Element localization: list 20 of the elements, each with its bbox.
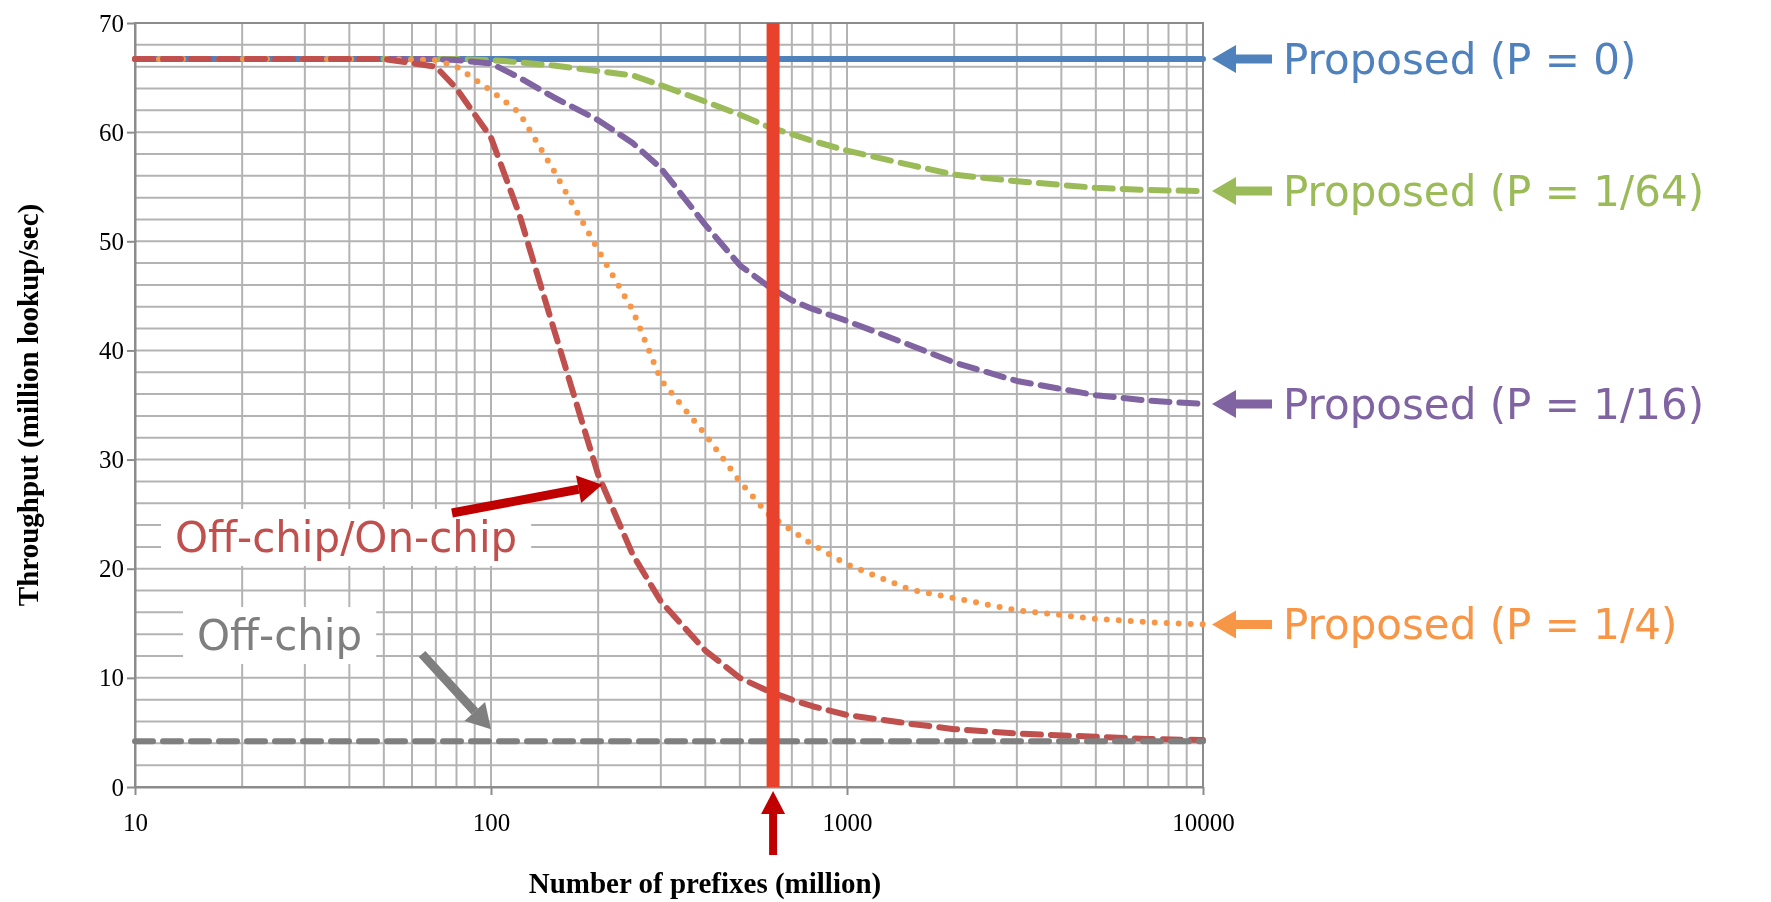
series-label: Off-chip (197, 611, 363, 660)
legend-label: Proposed (P = 1/64) (1283, 166, 1705, 216)
text: Off-chip/On-chip (175, 513, 518, 562)
legend-label: Proposed (P = 0) (1283, 34, 1637, 84)
y-tick-label: 30 (99, 446, 124, 474)
y-tick-label: 50 (99, 227, 124, 255)
y-axis-title: Throughput (million lookup/sec) (12, 203, 45, 607)
legend-label: Proposed (P = 1/4) (1283, 600, 1678, 650)
legend-label: Proposed (P = 1/16) (1283, 379, 1705, 429)
y-tick-label: 70 (99, 9, 124, 37)
y-tick-label: 10 (99, 664, 124, 692)
y-tick-label: 0 (111, 773, 124, 801)
x-tick-label: 10 (123, 808, 148, 836)
y-tick-label: 20 (99, 555, 124, 583)
x-tick-label: 1000 (822, 808, 873, 836)
y-tick-label: 40 (99, 336, 124, 364)
y-tick-label: 60 (99, 118, 124, 146)
x-tick-label: 100 (472, 808, 511, 836)
x-axis-title: Number of prefixes (million) (528, 867, 882, 900)
x-tick-label: 10000 (1172, 808, 1235, 836)
